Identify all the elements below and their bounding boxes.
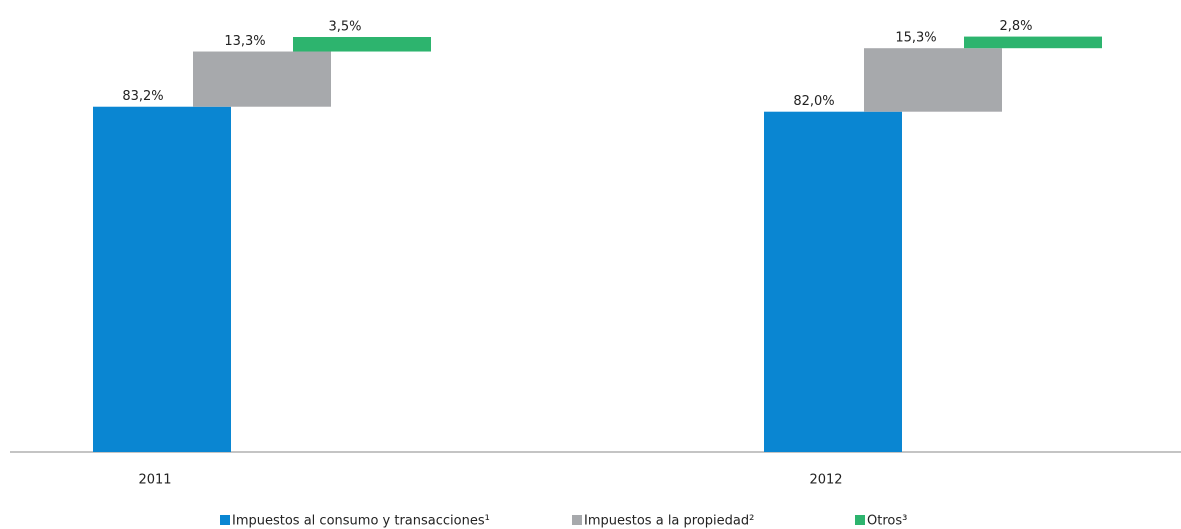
x-tick-label: 2012 (809, 473, 842, 488)
data-label: 2,8% (999, 19, 1032, 34)
data-label: 15,3% (895, 31, 936, 46)
data-label: 3,5% (328, 20, 361, 35)
legend-label: Otros³ (867, 514, 907, 529)
data-label: 82,0% (793, 94, 834, 109)
x-tick-label: 2011 (138, 473, 171, 488)
legend-label: Impuestos a la propiedad² (584, 514, 754, 529)
bar (193, 51, 331, 107)
bar (93, 106, 231, 452)
bar (764, 111, 902, 452)
legend-swatch (855, 515, 865, 525)
legend-swatch (220, 515, 230, 525)
data-label: 83,2% (122, 89, 163, 104)
bar (964, 36, 1102, 49)
legend-label: Impuestos al consumo y transacciones¹ (232, 514, 490, 529)
bar (293, 37, 431, 52)
data-label: 13,3% (224, 34, 265, 49)
legend-swatch (572, 515, 582, 525)
bar (864, 48, 1002, 112)
